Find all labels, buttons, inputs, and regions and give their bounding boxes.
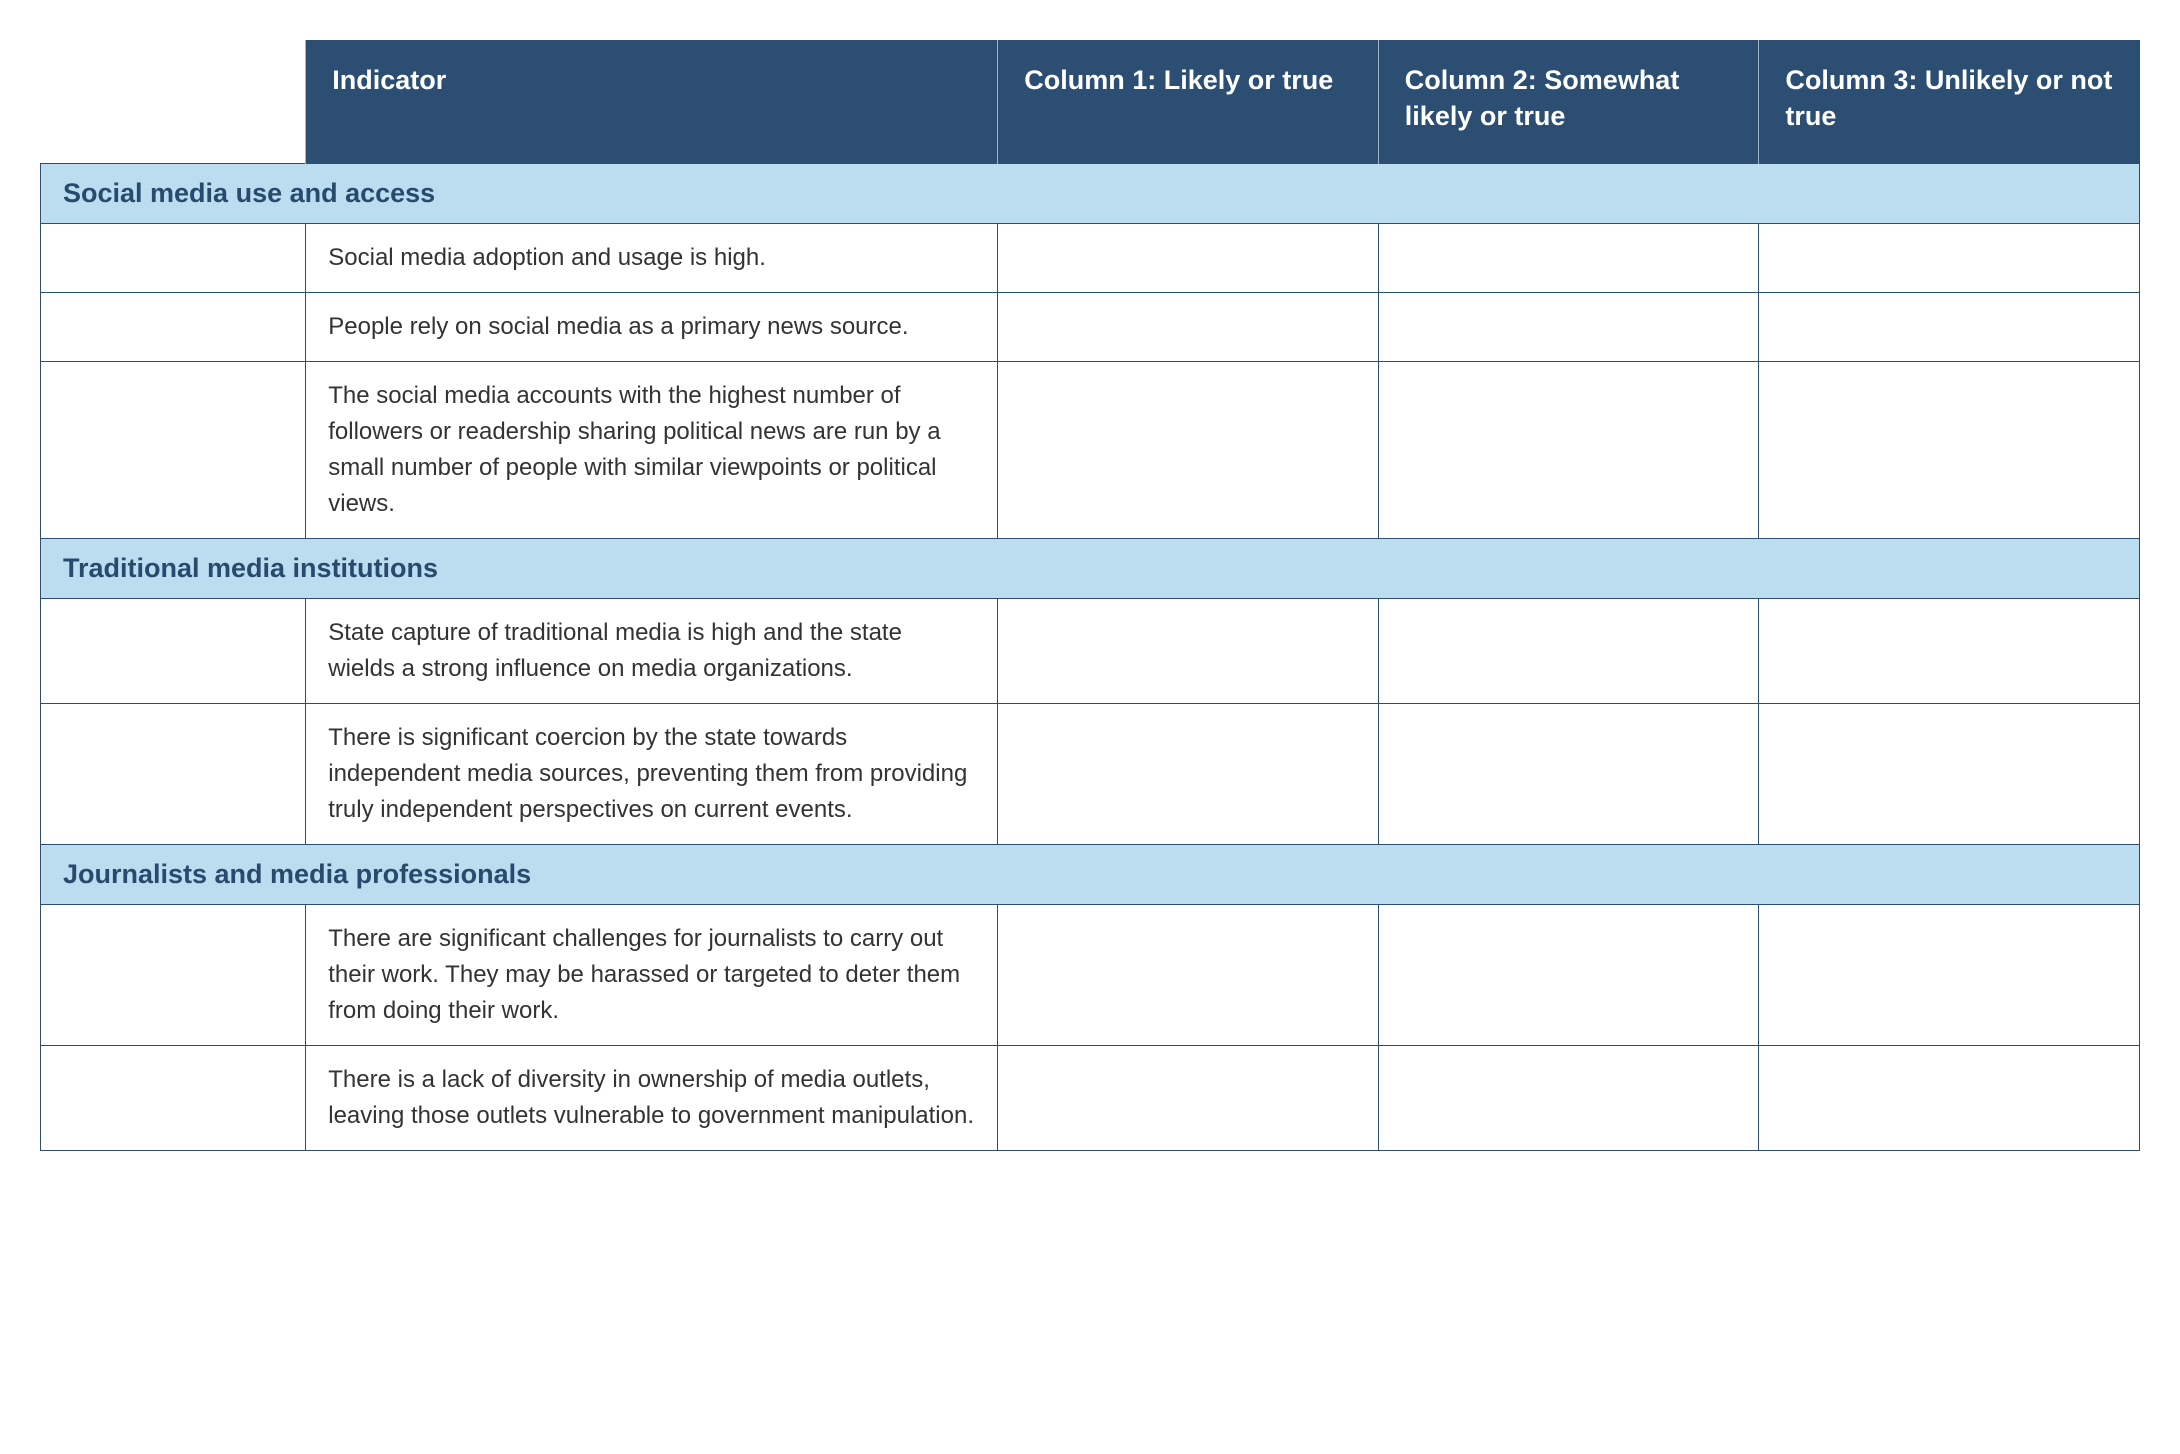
indicator-cell: State capture of traditional media is hi… <box>306 598 998 703</box>
col2-cell[interactable] <box>1378 223 1759 292</box>
row-lead-blank <box>41 904 306 1045</box>
indicator-cell: There is a lack of diversity in ownershi… <box>306 1045 998 1150</box>
row-lead-blank <box>41 1045 306 1150</box>
section-title: Journalists and media professionals <box>41 844 2140 904</box>
col2-cell[interactable] <box>1378 904 1759 1045</box>
col3-cell[interactable] <box>1759 703 2140 844</box>
col2-cell[interactable] <box>1378 292 1759 361</box>
indicator-cell: People rely on social media as a primary… <box>306 292 998 361</box>
col2-cell[interactable] <box>1378 598 1759 703</box>
row-lead-blank <box>41 292 306 361</box>
header-row: Indicator Column 1: Likely or true Colum… <box>41 40 2140 163</box>
indicator-cell: There are significant challenges for jou… <box>306 904 998 1045</box>
col1-cell[interactable] <box>998 703 1379 844</box>
col1-cell[interactable] <box>998 1045 1379 1150</box>
section-row: Social media use and access <box>41 163 2140 223</box>
table-row: Social media adoption and usage is high. <box>41 223 2140 292</box>
col1-cell[interactable] <box>998 361 1379 538</box>
row-lead-blank <box>41 361 306 538</box>
col2-cell[interactable] <box>1378 361 1759 538</box>
col1-cell[interactable] <box>998 292 1379 361</box>
col1-cell[interactable] <box>998 598 1379 703</box>
section-row: Traditional media institutions <box>41 538 2140 598</box>
table-body: Social media use and accessSocial media … <box>41 163 2140 1150</box>
header-col1: Column 1: Likely or true <box>998 40 1379 163</box>
indicator-cell: There is significant coercion by the sta… <box>306 703 998 844</box>
row-lead-blank <box>41 223 306 292</box>
table-row: There is significant coercion by the sta… <box>41 703 2140 844</box>
section-title: Traditional media institutions <box>41 538 2140 598</box>
col3-cell[interactable] <box>1759 598 2140 703</box>
col1-cell[interactable] <box>998 223 1379 292</box>
header-col3: Column 3: Unlikely or not true <box>1759 40 2140 163</box>
col2-cell[interactable] <box>1378 703 1759 844</box>
col2-cell[interactable] <box>1378 1045 1759 1150</box>
header-indicator: Indicator <box>306 40 998 163</box>
table-row: State capture of traditional media is hi… <box>41 598 2140 703</box>
table-row: The social media accounts with the highe… <box>41 361 2140 538</box>
table-row: There is a lack of diversity in ownershi… <box>41 1045 2140 1150</box>
table-row: People rely on social media as a primary… <box>41 292 2140 361</box>
header-blank <box>41 40 306 163</box>
col3-cell[interactable] <box>1759 904 2140 1045</box>
col3-cell[interactable] <box>1759 1045 2140 1150</box>
section-title: Social media use and access <box>41 163 2140 223</box>
header-col2: Column 2: Somewhat likely or true <box>1378 40 1759 163</box>
col3-cell[interactable] <box>1759 223 2140 292</box>
row-lead-blank <box>41 598 306 703</box>
assessment-table: Indicator Column 1: Likely or true Colum… <box>40 40 2140 1151</box>
indicator-cell: Social media adoption and usage is high. <box>306 223 998 292</box>
col1-cell[interactable] <box>998 904 1379 1045</box>
row-lead-blank <box>41 703 306 844</box>
section-row: Journalists and media professionals <box>41 844 2140 904</box>
indicator-cell: The social media accounts with the highe… <box>306 361 998 538</box>
col3-cell[interactable] <box>1759 361 2140 538</box>
table-row: There are significant challenges for jou… <box>41 904 2140 1045</box>
col3-cell[interactable] <box>1759 292 2140 361</box>
